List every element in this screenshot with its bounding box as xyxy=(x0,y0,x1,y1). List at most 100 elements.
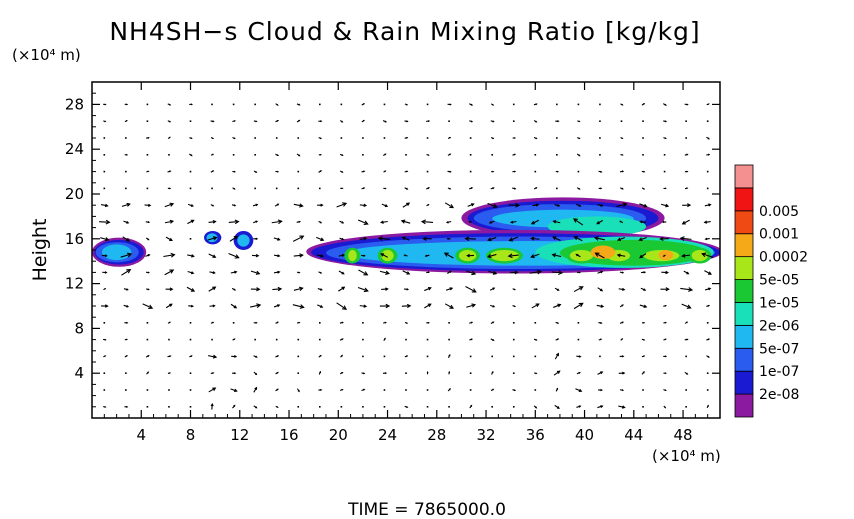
wind-vector-head xyxy=(551,253,557,258)
wind-vector-head xyxy=(233,305,238,309)
wind-vector xyxy=(319,338,321,341)
x-tick-label: 20 xyxy=(329,426,348,444)
wind-vector-head xyxy=(380,220,384,224)
wind-vector-head xyxy=(704,237,708,241)
wind-vector-head xyxy=(406,355,409,358)
wind-vector-head xyxy=(104,338,107,341)
wind-vector xyxy=(275,338,278,341)
wind-vector-head xyxy=(212,137,214,140)
wind-vector xyxy=(189,187,192,190)
wind-vector xyxy=(254,338,256,341)
wind-vector-head xyxy=(319,271,323,274)
wind-vector-head xyxy=(104,406,107,408)
wind-vector-head xyxy=(703,220,708,224)
wind-vector-head xyxy=(427,321,430,324)
wind-vector-head xyxy=(665,270,670,275)
wind-vector-head xyxy=(470,321,474,324)
wind-vector xyxy=(292,235,304,242)
wind-vector xyxy=(164,269,174,276)
wind-vector-head xyxy=(125,153,129,156)
wind-vector xyxy=(531,237,540,240)
wind-vector-head xyxy=(210,402,214,407)
wind-vector-head xyxy=(621,187,624,190)
wind-vector-head xyxy=(487,237,492,242)
wind-vector-head xyxy=(277,219,283,225)
wind-vector-head xyxy=(708,203,712,207)
wind-vector xyxy=(189,322,192,324)
wind-vector xyxy=(146,389,149,391)
wind-vector-head xyxy=(578,204,582,207)
wind-vector xyxy=(146,338,149,341)
wind-vector-head xyxy=(664,137,667,140)
wind-vector xyxy=(340,103,343,106)
y-unit-label: (×10⁴ m) xyxy=(12,46,81,64)
wind-vector xyxy=(254,187,256,190)
wind-vector xyxy=(706,389,709,391)
wind-vector xyxy=(512,338,515,341)
wind-vector-head xyxy=(471,203,475,207)
wind-vector-head xyxy=(578,120,581,123)
wind-vector-head xyxy=(403,254,406,257)
wind-vector-head xyxy=(707,404,709,407)
colorbar-swatch xyxy=(734,256,754,280)
wind-vector xyxy=(232,322,235,324)
wind-vector-head xyxy=(492,103,495,106)
wind-vector xyxy=(187,219,194,225)
wind-vector-head xyxy=(643,170,646,173)
wind-vector-head xyxy=(319,153,322,156)
wind-vector-head xyxy=(427,271,431,274)
wind-vector-head xyxy=(492,287,496,291)
wind-vector xyxy=(577,170,580,173)
wind-vector-head xyxy=(621,137,624,140)
y-tick-label: 20 xyxy=(65,185,84,203)
wind-vector-head xyxy=(686,338,689,341)
chart-title: NH4SH−s Cloud & Rain Mixing Ratio [kg/kg… xyxy=(109,17,700,46)
wind-vector-head xyxy=(234,219,240,225)
wind-vector-head xyxy=(513,137,516,139)
wind-vector-head xyxy=(686,304,692,309)
wind-vector-head xyxy=(212,387,217,391)
wind-vector xyxy=(207,236,217,241)
wind-vector-head xyxy=(426,370,429,374)
wind-vector-head xyxy=(427,154,430,156)
wind-vector-head xyxy=(600,371,604,375)
wind-vector xyxy=(577,338,580,341)
wind-vector-head xyxy=(622,202,628,208)
wind-vector xyxy=(556,137,558,139)
wind-vector-head xyxy=(600,321,603,324)
wind-vector-head xyxy=(707,271,712,275)
wind-vector xyxy=(146,103,149,106)
wind-vector-head xyxy=(104,254,108,258)
wind-vector-head xyxy=(406,202,411,207)
wind-vector xyxy=(402,270,410,275)
wind-vector xyxy=(362,322,364,324)
wind-vector-head xyxy=(255,406,258,409)
wind-vector xyxy=(663,170,666,173)
wind-vector-head xyxy=(276,321,279,324)
wind-vector-head xyxy=(362,119,365,122)
wind-vector-head xyxy=(169,120,172,123)
wind-vector-head xyxy=(168,136,171,139)
time-label: TIME = 7865000.0 xyxy=(347,500,506,519)
wind-vector-head xyxy=(530,254,535,259)
wind-vector-head xyxy=(707,153,711,156)
wind-vector-head xyxy=(212,286,217,291)
y-tick-label: 8 xyxy=(74,319,84,337)
wind-vector-head xyxy=(665,287,670,292)
wind-vector xyxy=(706,322,709,324)
colorbar-swatch xyxy=(734,279,754,303)
wind-vector xyxy=(512,406,515,408)
wind-vector xyxy=(599,103,601,106)
wind-vector-head xyxy=(621,405,626,409)
colorbar-label: 5e-07 xyxy=(759,341,799,357)
wind-vector-head xyxy=(341,354,344,357)
wind-vector xyxy=(211,338,213,341)
wind-vector xyxy=(208,286,216,292)
wind-vector-head xyxy=(535,288,538,291)
wind-vector-head xyxy=(664,372,667,375)
wind-vector-head xyxy=(190,204,194,207)
wind-vector xyxy=(357,219,368,225)
wind-vector-head xyxy=(470,404,473,407)
wind-vector xyxy=(469,137,472,139)
wind-vector-head xyxy=(509,220,514,224)
